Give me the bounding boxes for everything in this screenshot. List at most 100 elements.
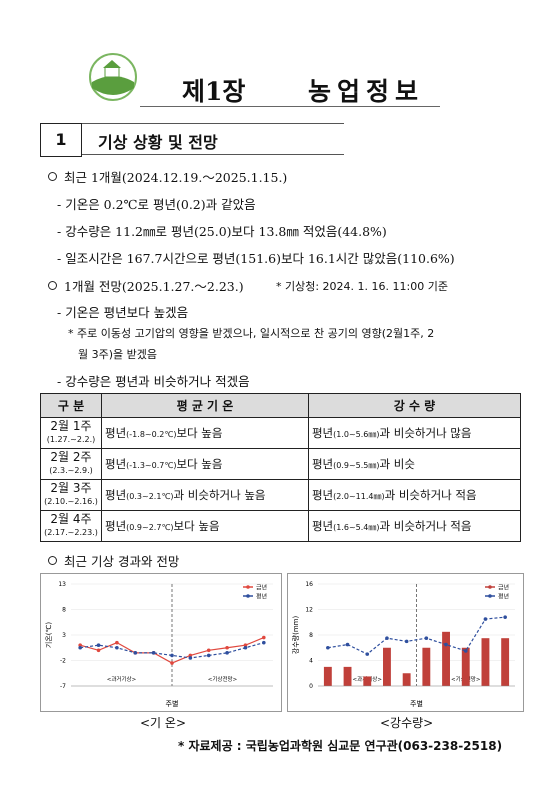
text: 평년 xyxy=(311,457,334,471)
range: (0.9~5.5㎜) xyxy=(333,461,380,470)
section-title: 기상 상황 및 전망 xyxy=(98,133,218,152)
legend-label: 평년 xyxy=(256,593,267,601)
y-tick-label: 4 xyxy=(309,658,313,665)
point xyxy=(385,636,389,640)
row: 2월 2주 (2.3.~2.9.) 평년(-1.3~0.7℃)보다 높음 평년(0.9… xyxy=(40,448,522,480)
rule xyxy=(140,106,440,107)
footer: * 자료제공 : 국립농업과학원 심교문 연구관(063-238-2518) xyxy=(178,739,503,753)
chapter-title: 농업정보 xyxy=(308,77,425,106)
week-cell: 2월 4주 (2.17.~2.23.) xyxy=(40,510,102,542)
bar xyxy=(343,666,352,686)
range: (1.0~5.6㎜) xyxy=(333,430,380,439)
dates: (2.17.~2.23.) xyxy=(44,528,98,537)
y-tick-label: 13 xyxy=(58,581,66,588)
point xyxy=(188,656,193,660)
caption: <강수량> xyxy=(380,716,434,730)
point xyxy=(463,649,468,653)
text: 과 비슷 xyxy=(379,457,415,471)
y-tick-label: -7 xyxy=(60,683,66,690)
precip-cell: 평년(2.0~11.4㎜)과 비슷하거나 적음 xyxy=(307,479,522,511)
point xyxy=(78,645,82,650)
point xyxy=(483,617,488,621)
point xyxy=(133,651,138,655)
legend-label: 평년 xyxy=(498,593,509,601)
item: - 기온은 평년보다 높겠음 xyxy=(57,305,189,320)
item: - 일조시간은 167.7시간으로 평년(151.6)보다 16.1시간 많았음… xyxy=(57,251,455,266)
dates: (2.3.~2.9.) xyxy=(49,466,93,475)
item: - 강수량은 평년과 비슷하거나 적겠음 xyxy=(57,374,250,389)
chapter: 제1장 xyxy=(182,77,246,106)
legend-marker xyxy=(246,585,250,589)
point xyxy=(115,645,119,650)
temp-cell: 평년(-1.3~0.7℃)보다 높음 xyxy=(101,448,309,480)
text: 평년 xyxy=(105,488,127,502)
bullet xyxy=(48,556,57,565)
range: (0.3~2.1℃) xyxy=(126,492,174,501)
text: 평년 xyxy=(311,519,334,533)
point xyxy=(188,653,193,658)
x-axis-label: 주별 xyxy=(410,699,423,708)
heading: 최근 기상 경과와 전망 xyxy=(64,554,180,569)
th: 강 수 량 xyxy=(307,393,522,418)
x-axis-label: 주별 xyxy=(166,699,179,708)
item: - 기온은 0.2℃로 평년(0.2)과 같았음 xyxy=(57,197,256,212)
annotation: <과거기상> xyxy=(107,675,137,683)
row: 2월 4주 (2.17.~2.23.) 평년(0.9~2.7℃)보다 높음 평년(1.… xyxy=(40,510,522,542)
text: 과 비슷하거나 적음 xyxy=(384,488,477,502)
y-tick-label: 16 xyxy=(305,581,313,588)
note: 월 3주)을 받겠음 xyxy=(78,348,158,361)
range: (-1.8~0.2℃) xyxy=(126,430,177,439)
annotation: <기상전망> xyxy=(208,675,238,683)
text: 과 비슷하거나 높음 xyxy=(173,488,266,502)
text: 보다 높음 xyxy=(173,519,220,533)
point xyxy=(151,651,156,655)
point xyxy=(326,645,330,650)
heading: 최근 1개월(2024.12.19.～2025.1.15.) xyxy=(64,170,288,185)
legend-label: 금년 xyxy=(498,584,509,592)
bar xyxy=(481,638,490,686)
range: (1.6~5.4㎜) xyxy=(333,523,380,532)
item: - 강수량은 11.2㎜로 평년(25.0)보다 13.8㎜ 적었음(44.8%… xyxy=(57,224,387,239)
bullet xyxy=(48,172,57,181)
source: * 기상청: 2024. 1. 16. 11:00 기준 xyxy=(276,280,448,293)
bar xyxy=(383,647,391,686)
week: 2월 2주 xyxy=(50,450,92,464)
point xyxy=(206,648,211,653)
point xyxy=(262,635,266,640)
text: 평년 xyxy=(105,519,127,533)
text: 과 비슷하거나 적음 xyxy=(379,519,472,533)
point xyxy=(345,642,350,647)
week: 2월 3주 xyxy=(50,481,92,495)
section-rule xyxy=(82,123,344,155)
legend-label: 금년 xyxy=(256,584,267,592)
dates: (2.10.~2.16.) xyxy=(44,497,98,506)
point xyxy=(503,615,507,619)
heading: 1개월 전망(2025.1.27.～2.23.) xyxy=(64,279,244,294)
text: 보다 높음 xyxy=(176,426,223,440)
chart-frame: 기온(℃) 주별 -7 -2 3 8 13 <과거기상> <기상전망> 금년 평년 xyxy=(40,573,282,712)
bar xyxy=(323,666,332,686)
line xyxy=(80,642,264,659)
point xyxy=(262,640,266,645)
range: (-1.3~0.7℃) xyxy=(126,461,177,470)
point xyxy=(365,652,370,656)
text: 평년 xyxy=(311,426,334,440)
th: 구 분 xyxy=(40,393,102,418)
y-tick-label: 8 xyxy=(62,607,66,614)
text: 평년 xyxy=(105,426,127,440)
row: 2월 1주 (1.27.~2.2.) 평년(-1.8~0.2℃)보다 높음 평년(1.… xyxy=(40,417,522,449)
bar xyxy=(402,673,411,686)
th: 평 균 기 온 xyxy=(101,393,309,418)
point xyxy=(243,643,248,647)
week-cell: 2월 3주 (2.10.~2.16.) xyxy=(40,479,102,511)
text: 평년 xyxy=(311,488,334,502)
y-tick-label: 3 xyxy=(62,632,66,639)
precip-cell: 평년(1.0~5.6㎜)과 비슷하거나 많음 xyxy=(307,417,522,449)
point xyxy=(78,643,82,647)
point xyxy=(96,643,101,647)
caption: <기 온> xyxy=(140,716,187,730)
